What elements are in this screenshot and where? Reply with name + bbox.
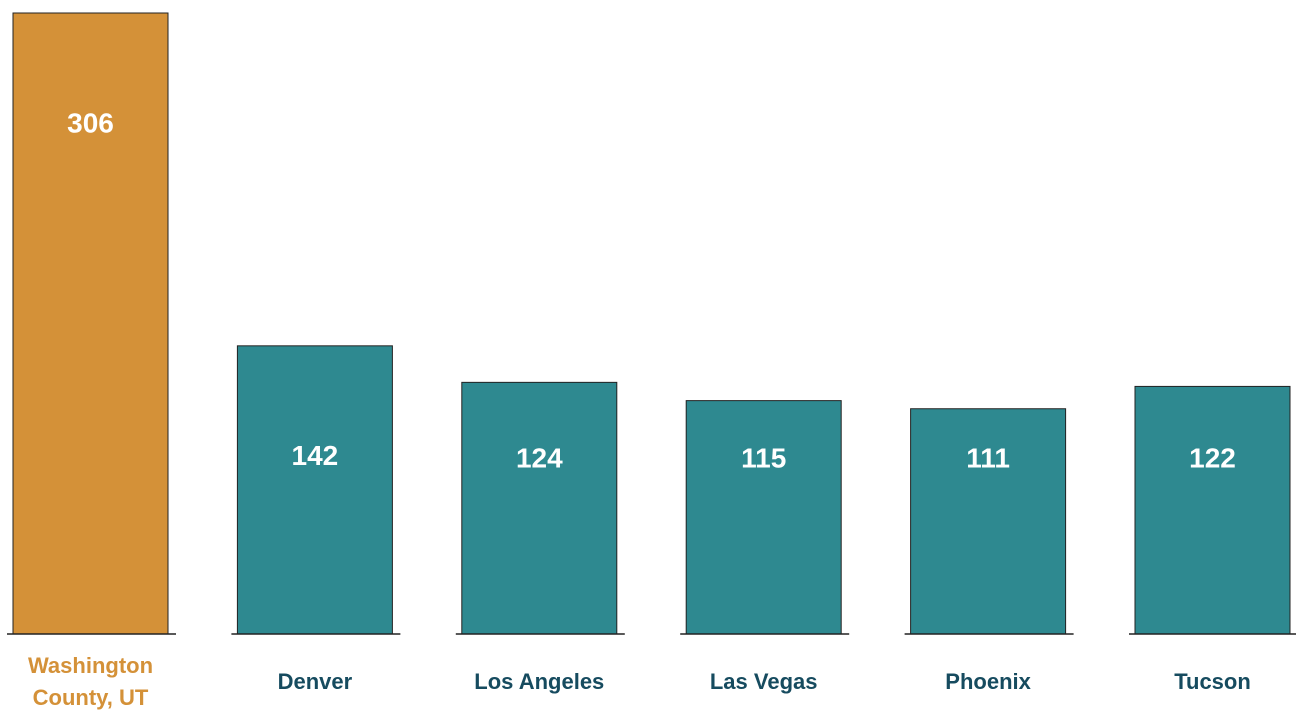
bar bbox=[1134, 385, 1291, 635]
value-label: 142 bbox=[292, 440, 339, 471]
value-label: 111 bbox=[966, 442, 1010, 473]
value-label: 124 bbox=[516, 442, 563, 473]
x-tick-label: Denver bbox=[277, 669, 353, 694]
x-tick-label: Phoenix bbox=[945, 669, 1031, 694]
bar bbox=[461, 381, 618, 635]
value-label: 122 bbox=[1189, 442, 1236, 473]
x-tick-label: Tucson bbox=[1174, 669, 1251, 694]
x-tick-label: Washington County, UT bbox=[27, 653, 154, 710]
x-tick-label: Las Vegas bbox=[709, 669, 818, 694]
x-tick-label: Los Angeles bbox=[474, 669, 605, 694]
value-label: 115 bbox=[741, 442, 786, 473]
bar bbox=[236, 345, 393, 635]
bar bbox=[910, 408, 1067, 635]
bar bbox=[12, 12, 169, 635]
value-label: 306 bbox=[67, 107, 114, 138]
bar bbox=[685, 400, 842, 635]
